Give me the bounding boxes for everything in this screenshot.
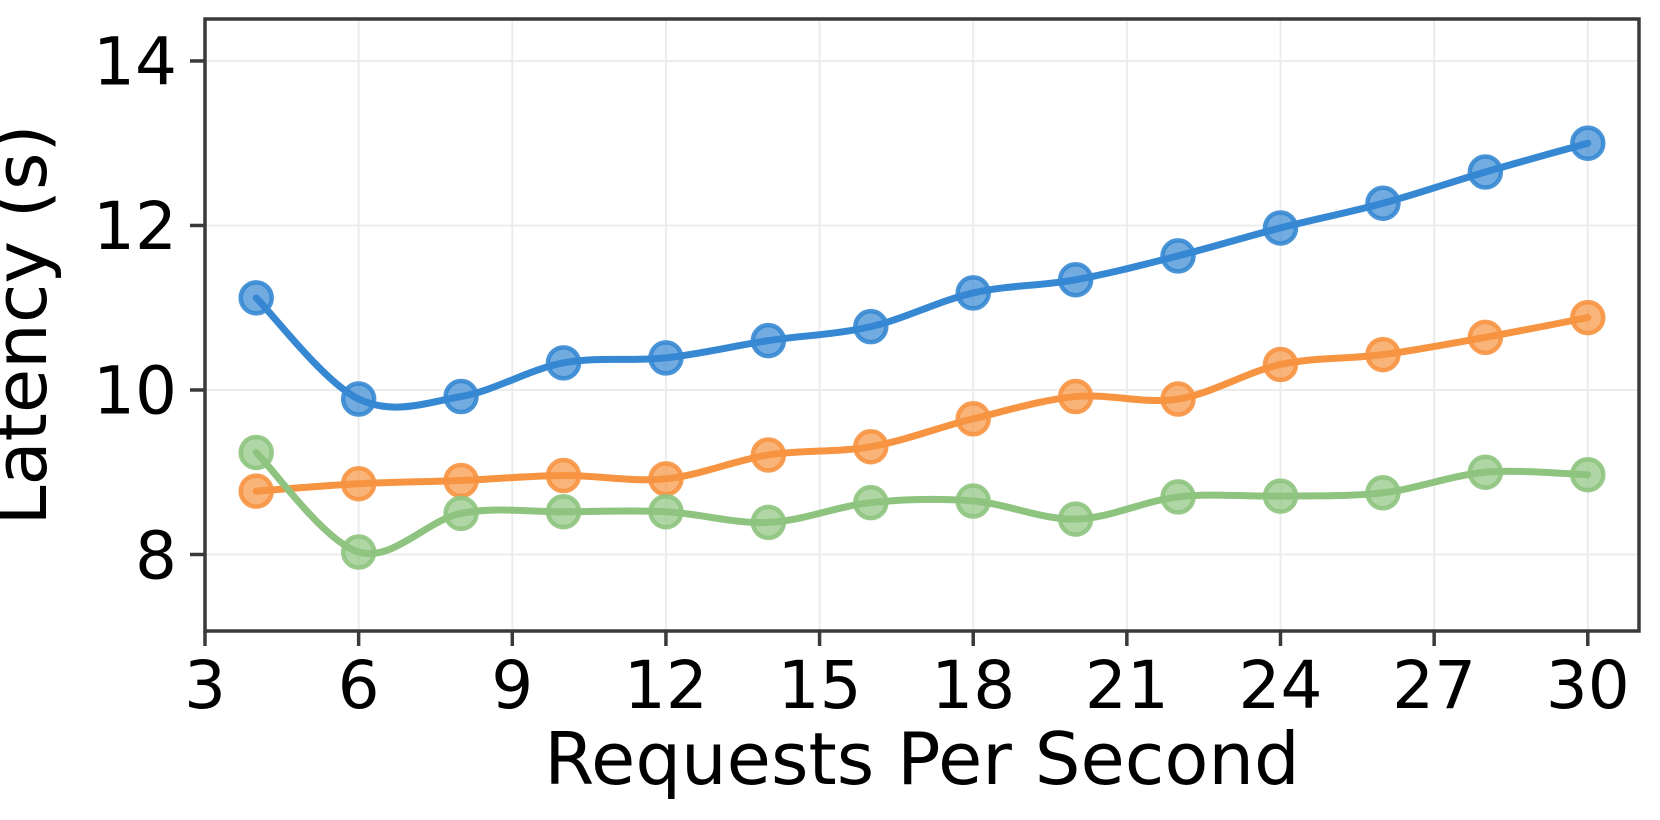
green-series-marker [1365,475,1401,511]
orange-series-marker [340,466,377,502]
green-series-marker [955,483,991,519]
green-series-marker [1262,478,1299,514]
tick-labels: 3 6 9 12 15 18 21 24 27 30 8 10 12 14 [93,24,1630,724]
orange-series-marker [1160,381,1196,417]
x-tick-label: 6 [338,647,380,724]
blue-series-marker [340,381,377,417]
green-series-marker [1160,479,1196,515]
x-tick-label: 15 [778,647,862,724]
x-tick-label: 27 [1392,647,1476,724]
x-tick-label: 30 [1546,647,1630,724]
blue-series-marker [443,378,479,415]
y-tick-label: 10 [93,353,177,430]
orange-series-marker [1467,319,1504,356]
data-series [238,125,1606,570]
orange-series-marker [1262,346,1299,383]
plot-frame [203,17,1641,633]
blue-series-marker [1262,210,1299,246]
blue-series-marker [545,345,582,381]
blue-series-marker [1467,154,1504,190]
orange-series-marker [545,457,582,494]
green-series-marker [750,504,787,541]
orange-series-marker [648,461,684,497]
orange-series-marker [853,428,889,465]
green-series-marker [238,434,274,471]
y-tick-label: 8 [135,517,177,594]
green-series-marker [1570,456,1606,493]
green-series-marker [340,534,377,570]
green-series-marker [648,493,684,530]
y-axis-label: Latency (s) [0,124,63,525]
green-series-marker [853,484,889,521]
x-tick-label: 9 [491,647,533,724]
x-tick-label: 12 [624,647,708,724]
orange-series-marker [1365,336,1401,373]
x-tick-label: 24 [1239,647,1323,724]
blue-series-marker [1570,125,1606,161]
blue-series-marker [1160,238,1196,274]
y-tick-label: 12 [93,188,177,265]
green-series-marker [1467,454,1504,490]
green-series-marker [1057,501,1094,537]
x-tick-label: 18 [931,647,1015,724]
blue-series-marker [238,280,274,316]
axes-frame [190,17,1641,646]
orange-series-marker [443,462,479,499]
orange-series-marker [1057,378,1094,415]
green-series-marker [545,493,582,530]
gridlines [204,19,1639,631]
blue-series-marker [750,322,787,359]
blue-series-marker [955,275,991,311]
blue-series-marker [1365,185,1401,222]
orange-series-marker [955,401,991,437]
blue-series-marker [1057,262,1094,298]
orange-series-marker [750,437,787,473]
x-tick-label: 3 [184,647,226,724]
y-tick-label: 14 [93,24,177,101]
blue-series-marker [853,308,889,345]
orange-series-marker [238,473,274,509]
orange-series-marker [1570,299,1606,336]
x-axis-label: Requests Per Second [544,717,1299,801]
blue-series-marker [648,340,684,376]
x-tick-label: 21 [1085,647,1169,724]
green-series-marker [443,495,479,532]
